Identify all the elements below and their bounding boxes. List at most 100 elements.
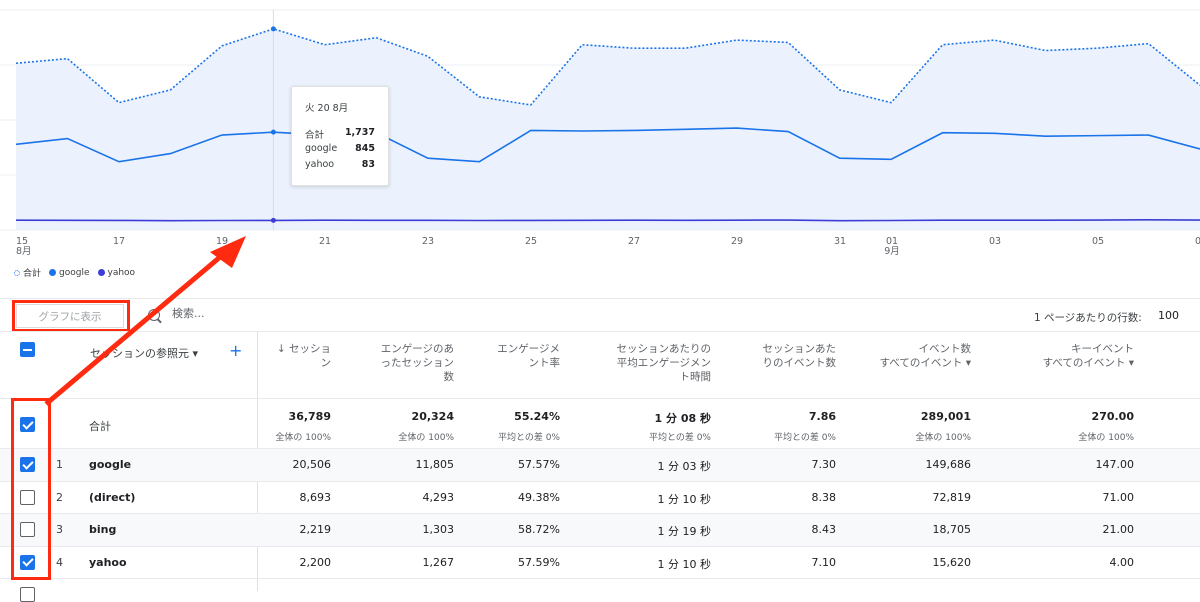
cell-value: 1 分 10 秒 <box>657 492 712 506</box>
column-header[interactable]: エンゲージメ ント率 <box>497 342 560 370</box>
source-name[interactable]: bing <box>89 523 117 536</box>
row-checkbox[interactable] <box>20 554 35 570</box>
column-header-label: イベント数 <box>918 343 972 355</box>
cell-value: 2,200 <box>299 555 332 569</box>
cell-value: 2,219 <box>299 523 332 536</box>
row-number: 1 <box>56 458 63 471</box>
x-month-label: 8月 <box>16 246 32 257</box>
cell-value: 21.00 <box>1102 523 1135 536</box>
cell-value: 8,693 <box>299 490 332 504</box>
column-header-label: キーイベント <box>1071 343 1134 355</box>
total-value: 1 分 08 秒 <box>654 412 711 425</box>
legend-item-total[interactable]: 合計 <box>14 266 41 279</box>
cell-value: 49.38% <box>518 490 560 504</box>
column-header-label: ↓ セッショ <box>276 343 331 355</box>
x-tick-label: 19 <box>216 236 228 247</box>
cell-value: 57.59% <box>518 555 560 569</box>
column-header[interactable]: エンゲージのあ ったセッション数 <box>381 342 455 384</box>
show-in-graph-button[interactable]: グラフに表示 <box>16 304 124 328</box>
add-dimension-icon[interactable]: + <box>229 341 243 360</box>
column-header-label: すべてのイベント ▾ <box>1042 357 1134 369</box>
total-subtext: 平均との差 0% <box>648 433 711 443</box>
x-tick-label: 25 <box>525 236 537 247</box>
column-header-label: ン <box>320 357 332 369</box>
column-header[interactable]: キーイベントすべてのイベント ▾ <box>1043 342 1134 370</box>
cell-value: 15,620 <box>932 555 972 569</box>
total-label: 合計 <box>89 420 111 433</box>
series-line-total <box>15 28 1200 106</box>
highlight-point <box>270 26 276 32</box>
column-header[interactable]: ↓ セッション <box>277 342 331 370</box>
dimension-header[interactable]: セッションの参照元 ▾ <box>90 347 199 360</box>
total-subtext: 全体の 100% <box>915 433 971 443</box>
source-name[interactable]: yahoo <box>89 555 127 569</box>
x-tick-label: 15 <box>16 236 28 247</box>
table-row: 3 bing 2,219 1,303 58.72% 1 分 19 秒 8.43 18,705 2… <box>0 513 1200 546</box>
source-name[interactable]: (direct) <box>89 490 136 504</box>
rows-per-page-label: 1 ページあたりの行数: <box>1034 312 1142 324</box>
column-header-label: ト時間 <box>679 371 712 383</box>
cell-value: 18,705 <box>932 523 972 536</box>
column-header[interactable]: セッションあたりの 平均エンゲージメン ト時間 <box>617 342 712 384</box>
table-row: 4 yahoo 2,200 1,267 57.59% 1 分 10 秒 7.10 15,620… <box>0 545 1200 579</box>
filled-circle-icon <box>49 269 57 276</box>
row-checkbox[interactable] <box>20 489 35 505</box>
tooltip-row-yahoo: yahoo 83 <box>305 159 375 170</box>
x-month-label: 9月 <box>884 246 900 257</box>
cell-value: 1 分 03 秒 <box>657 460 712 473</box>
cell-value: 58.72% <box>518 523 560 536</box>
cell-value: 8.43 <box>811 523 837 536</box>
total-value: 20,324 <box>411 410 454 423</box>
legend-item-google[interactable]: google <box>49 268 90 278</box>
total-value: 55.24% <box>514 410 560 423</box>
cell-value: 149,686 <box>925 458 972 471</box>
x-tick-label: 23 <box>422 236 434 247</box>
divider <box>0 298 1200 299</box>
total-checkbox[interactable] <box>20 417 35 432</box>
x-tick-label: 05 <box>1092 236 1104 247</box>
source-name[interactable]: google <box>89 458 132 471</box>
x-tick-label: 31 <box>834 236 846 247</box>
row-number: 2 <box>56 490 63 504</box>
chart-tooltip: 火 20 8月 合計 1,737 google 845 yahoo 83 <box>291 86 389 186</box>
chart-legend: 合計 google yahoo <box>14 266 135 279</box>
total-value: 289,001 <box>920 410 971 423</box>
column-header[interactable]: セッションあた りのイベント数 <box>763 342 837 370</box>
cell-value: 147.00 <box>1095 458 1135 471</box>
column-header-label: エンゲージのあ <box>380 343 454 355</box>
highlight-point <box>270 129 276 135</box>
tooltip-row-total: 合計 1,737 <box>305 127 375 141</box>
highlight-point <box>270 217 276 223</box>
tooltip-date: 火 20 8月 <box>305 103 349 114</box>
table-row: 1 google 20,506 11,805 57.57% 1 分 03 秒 7.30 149… <box>0 448 1200 481</box>
rows-per-page-select[interactable]: 100 <box>1158 309 1179 322</box>
cell-value: 7.10 <box>811 555 837 569</box>
column-header-label: セッションあた <box>762 343 837 355</box>
cell-value: 1,303 <box>422 523 455 536</box>
cell-value: 1 分 10 秒 <box>657 557 712 571</box>
row-number: 4 <box>56 555 63 569</box>
total-subtext: 全体の 100% <box>275 433 331 443</box>
column-header[interactable]: イベント数すべてのイベント ▾ <box>880 342 971 370</box>
column-header-label: すべてのイベント ▾ <box>879 357 971 369</box>
row-checkbox[interactable] <box>20 522 35 537</box>
search-input[interactable] <box>170 306 374 321</box>
total-subtext: 平均との差 0% <box>773 433 836 443</box>
cell-value: 57.57% <box>518 458 560 471</box>
x-tick-label: 03 <box>989 236 1001 247</box>
x-tick-label: 01 <box>886 236 898 247</box>
select-all-checkbox[interactable] <box>20 342 35 357</box>
x-tick-label: 0 <box>1195 236 1200 247</box>
column-header-label: セッションあたりの <box>616 343 712 355</box>
table-row: 2 (direct) 8,693 4,293 49.38% 1 分 10 秒 8.38 72,… <box>0 480 1200 514</box>
legend-item-yahoo[interactable]: yahoo <box>97 268 135 278</box>
column-header-label: ったセッション <box>380 357 455 369</box>
cell-value: 72,819 <box>932 490 972 504</box>
column-header-label: 数 <box>443 371 455 383</box>
tooltip-row-google: google 845 <box>305 143 375 154</box>
cell-value: 8.38 <box>811 490 837 504</box>
total-value: 36,789 <box>288 410 331 423</box>
row-checkbox[interactable] <box>20 457 35 472</box>
row-number: 3 <box>56 523 63 536</box>
